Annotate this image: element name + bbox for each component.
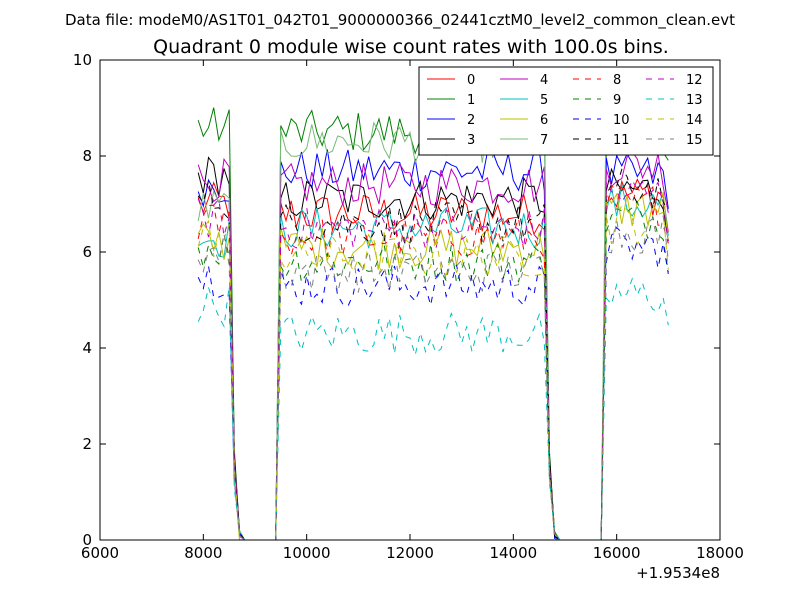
series-line-10 [197,226,669,540]
legend-label-13: 13 [686,93,703,108]
x-tick-label: 16000 [593,544,641,562]
legend-label-5: 5 [540,93,548,108]
legend-label-1: 1 [467,93,475,108]
series-line-14 [197,202,669,540]
legend-label-14: 14 [686,113,703,128]
series-line-8 [197,185,669,540]
legend-label-10: 10 [613,113,630,128]
legend-label-9: 9 [613,93,621,108]
x-tick-label: 18000 [696,544,744,562]
y-tick-label: 10 [73,51,92,69]
y-tick-label: 6 [82,243,92,261]
x-tick-label: 8000 [184,544,222,562]
series-line-11 [197,168,669,540]
legend-label-15: 15 [686,133,703,148]
y-tick-label: 2 [82,435,92,453]
x-tick-label: 12000 [386,544,434,562]
legend-box [418,66,714,156]
series-line-1 [197,107,669,540]
y-tick-label: 0 [82,531,92,549]
legend-label-6: 6 [540,113,548,128]
x-offset-label: +1.9534e8 [636,564,720,582]
legend-label-8: 8 [613,73,621,88]
suptitle: Data file: modeM0/AS1T01_042T01_90000003… [65,11,735,30]
x-tick-label: 10000 [283,544,331,562]
x-tick-label: 6000 [81,544,119,562]
y-tick-label: 4 [82,339,92,357]
legend-label-0: 0 [467,73,475,88]
series-line-15 [197,215,669,540]
legend-label-3: 3 [467,133,475,148]
legend-label-11: 11 [613,133,630,148]
x-tick-label: 14000 [489,544,537,562]
series-line-6 [197,191,669,540]
series-line-13 [197,277,669,540]
series-line-5 [197,184,669,540]
chart-title: Quadrant 0 module wise count rates with … [153,36,669,58]
legend-label-4: 4 [540,73,548,88]
legend-label-7: 7 [540,133,548,148]
legend-label-12: 12 [686,73,703,88]
y-tick-label: 8 [82,147,92,165]
x-axis: 6000 8000 10000 12000 14000 16000 18000 [81,60,744,562]
legend-label-2: 2 [467,113,475,128]
